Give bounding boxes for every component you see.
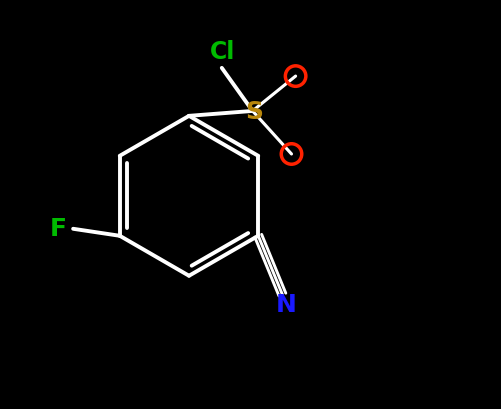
Text: N: N [276,292,297,316]
Text: S: S [245,100,264,124]
Text: Cl: Cl [210,40,235,64]
Text: F: F [50,216,67,240]
